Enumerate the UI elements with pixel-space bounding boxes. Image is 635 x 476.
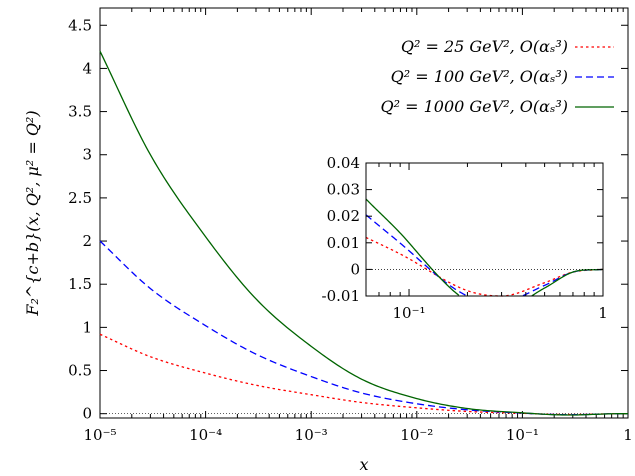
y-tick-label: 4.5 [68, 16, 92, 34]
y-tick-label: 0.5 [68, 362, 92, 380]
inset-series-line-3 [365, 198, 604, 297]
inset-y-tick-label: 0.01 [327, 234, 360, 252]
inset-x-tick-label: 10⁻¹ [393, 304, 426, 322]
y-axis-label: F₂^{c+b}(x, Q², μ² = Q²) [23, 110, 42, 316]
x-tick-label: 10⁻⁵ [83, 426, 116, 444]
inset-y-tick-label: -0.01 [322, 287, 360, 305]
inset-y-tick-label: 0.02 [327, 207, 360, 225]
legend-label-3: Q² = 1000 GeV², O(αₛ³) [380, 97, 568, 116]
series-line-3 [99, 50, 629, 416]
series-line-1 [99, 333, 629, 416]
plot-frame [99, 7, 629, 419]
y-tick-label: 1.5 [68, 275, 92, 293]
x-tick-label: 10⁻⁴ [189, 426, 222, 444]
inset-y-tick-label: 0.04 [327, 154, 360, 172]
y-tick-label: 2 [82, 232, 92, 250]
inset-frame [365, 162, 604, 297]
y-tick-label: 0 [82, 405, 92, 423]
x-axis-label: x [359, 455, 368, 474]
y-tick-label: 3.5 [68, 103, 92, 121]
inset-background [296, 152, 614, 330]
x-tick-label: 10⁻¹ [506, 426, 539, 444]
y-tick-label: 3 [82, 146, 92, 164]
x-tick-label: 10⁻² [400, 426, 433, 444]
inset-x-tick-label: 1 [598, 304, 608, 322]
inset-y-tick-label: 0.03 [327, 181, 360, 199]
y-tick-label: 1 [82, 318, 92, 336]
inset-series-line-1 [365, 236, 604, 297]
x-tick-label: 1 [623, 426, 633, 444]
legend-label-2: Q² = 100 GeV², O(αₛ³) [391, 67, 568, 86]
y-tick-label: 2.5 [68, 189, 92, 207]
inset-y-tick-label: 0 [350, 260, 360, 278]
legend-label-1: Q² = 25 GeV², O(αₛ³) [401, 37, 568, 56]
y-tick-label: 4 [82, 59, 92, 77]
x-tick-label: 10⁻³ [295, 426, 328, 444]
